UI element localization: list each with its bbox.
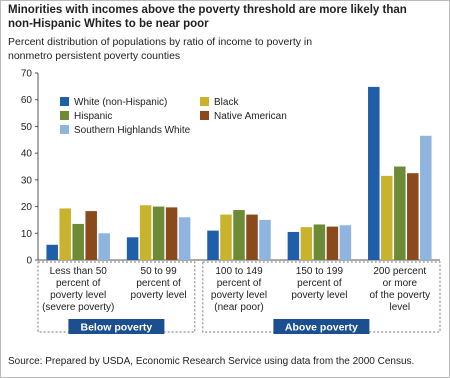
bar [259,219,271,260]
y-tick-label: 50 [21,122,33,133]
source: Source: Prepared by USDA, Economic Resea… [8,356,414,367]
y-tick-label: 60 [21,95,33,106]
x-tick-label: 50 to 99 percent of poverty level [131,266,187,301]
bar [326,226,339,260]
bar [313,224,326,260]
bar [287,231,300,260]
legend-swatch [60,111,69,120]
bar [407,173,419,260]
legend-label: Hispanic [74,111,112,122]
group-label: Above poverty [285,322,358,334]
bar [381,175,393,260]
y-tick-label: 40 [21,149,33,160]
y-tick-label: 30 [21,175,33,186]
bar [178,217,191,260]
bar [420,135,432,260]
bar [139,205,152,260]
bar [233,210,245,260]
x-tick-label: Less than 50 percent of poverty level (seve… [42,266,114,313]
y-tick-label: 20 [21,202,33,213]
legend-label: White (non-Hispanic) [74,97,167,108]
x-tick-label: 100 to 149 percent of poverty level (near p… [211,266,267,313]
bar [368,86,380,261]
bar [59,208,71,260]
chart-title: Minorities with incomes above the povert… [8,4,407,30]
group-label-bg [68,319,165,334]
legend-swatch [60,125,69,134]
bar [85,211,97,260]
chart-subtitle: Percent distribution of populations by r… [8,36,312,62]
group-label-bg [273,319,370,334]
legend-swatch [200,97,209,106]
y-tick-label: 70 [21,69,33,80]
y-tick-label: 0 [26,256,32,267]
y-tick-label: 10 [21,229,33,240]
legend-label: Native American [214,111,287,122]
x-tick-label: 200 percent or more of the poverty level [370,266,431,313]
bar [46,244,58,260]
legend-swatch [60,97,69,106]
bar [207,230,219,260]
legend-label: Southern Highlands White [74,125,191,136]
bar [126,237,139,260]
bar [339,225,352,260]
bar [165,207,178,260]
bar [72,223,84,260]
legend-label: Black [214,97,239,108]
bar [152,206,165,260]
group-label: Below poverty [81,322,153,334]
bar [246,214,258,260]
bar [98,233,110,260]
bar [394,166,406,260]
bar [300,227,313,260]
bar [220,214,232,260]
legend-swatch [200,111,209,120]
x-tick-label: 150 to 199 percent of poverty level [291,266,347,301]
